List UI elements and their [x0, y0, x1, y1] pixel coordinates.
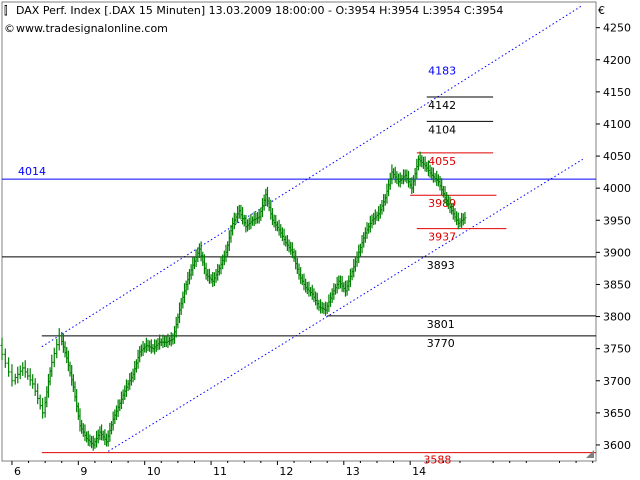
y-tick-label: 4100	[603, 118, 631, 131]
y-tick-label: 3750	[603, 343, 631, 356]
plot-area	[1, 1, 597, 462]
level-label: 3893	[427, 259, 455, 272]
level-label: 4014	[18, 165, 46, 178]
x-tick-label: 14	[412, 465, 426, 478]
y-tick-label: 3900	[603, 246, 631, 259]
y-tick-label: 3600	[603, 439, 631, 452]
x-tick-label: 11	[213, 465, 227, 478]
level-label: 3937	[428, 231, 456, 244]
y-tick-label: 3650	[603, 407, 631, 420]
x-tick-label: 12	[279, 465, 293, 478]
level-label: 4104	[428, 123, 456, 136]
y-tick-label: 4250	[603, 22, 631, 35]
x-tick-label: 13	[346, 465, 360, 478]
currency-symbol: €	[598, 4, 605, 17]
scroll-corner-icon[interactable]	[586, 450, 594, 458]
y-tick-label: 3950	[603, 214, 631, 227]
y-tick-label: 3800	[603, 311, 631, 324]
level-label: 4183	[428, 65, 456, 78]
x-tick-label: 9	[80, 465, 87, 478]
trend-channel	[41, 4, 583, 452]
trend-line	[41, 4, 583, 348]
level-label: 4055	[428, 155, 456, 168]
level-label: 3588	[423, 454, 451, 467]
source-url: www.tradesignalonline.com	[16, 22, 168, 35]
y-tick-label: 4000	[603, 182, 631, 195]
level-label: 4142	[428, 99, 456, 112]
copyright-icon: ©	[4, 22, 15, 35]
level-label: 3989	[428, 197, 456, 210]
level-label: 3770	[427, 337, 455, 350]
y-tick-label: 4200	[603, 54, 631, 67]
trend-line	[107, 158, 583, 452]
y-tick-label: 4150	[603, 86, 631, 99]
x-axis: 6 9 10 11 12 13 14	[11, 461, 594, 478]
y-tick-label: 3700	[603, 375, 631, 388]
y-axis: 3600 3650 3700 3750 3800 3850 3900 3950 4000 4050…	[596, 22, 631, 452]
y-tick-label: 3850	[603, 278, 631, 291]
levels: 4183 4142 4104 4055 4014 3989 3937 3893 3801 3770…	[2, 65, 596, 467]
chart-title: DAX Perf. Index [.DAX 15 Minuten] 13.03.…	[16, 4, 503, 17]
chart-icon: ⫿	[4, 4, 8, 17]
level-label: 3801	[427, 318, 455, 331]
y-tick-label: 4050	[603, 150, 631, 163]
x-tick-label: 10	[147, 465, 161, 478]
x-tick-label: 6	[14, 465, 21, 478]
price-series	[0, 151, 467, 451]
